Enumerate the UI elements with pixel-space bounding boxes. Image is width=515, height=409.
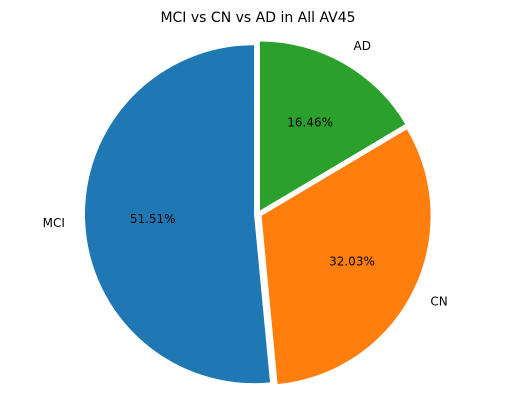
pie-category-label-cn: CN	[430, 294, 447, 308]
pie-slice-cn	[261, 129, 431, 385]
pie-category-label-mci: MCI	[43, 216, 65, 230]
pie-category-label-ad: AD	[354, 39, 371, 53]
pie-slice-mci	[85, 45, 271, 384]
pie-slices	[85, 41, 431, 385]
pie-pct-label-cn: 32.03%	[329, 255, 375, 269]
pie-labels: 51.51% MCI 32.03% CN 16.46% AD	[43, 39, 448, 308]
pie-pct-label-mci: 51.51%	[130, 212, 176, 226]
chart-title: MCI vs CN vs AD in All AV45	[160, 10, 355, 26]
pie-slice-ad	[259, 41, 406, 211]
pie-pct-label-ad: 16.46%	[287, 115, 333, 129]
